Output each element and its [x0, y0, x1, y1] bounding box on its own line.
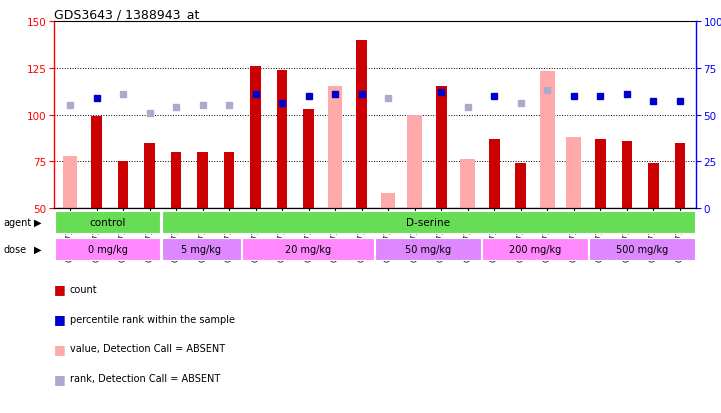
Text: dose: dose [4, 244, 27, 254]
Text: count: count [70, 284, 97, 294]
Bar [675, 143, 685, 209]
Text: ■: ■ [54, 312, 66, 325]
Bar [304, 109, 314, 209]
Bar [376, 238, 482, 260]
Bar [589, 238, 695, 260]
Bar [489, 140, 500, 209]
Text: rank, Detection Call = ABSENT: rank, Detection Call = ABSENT [70, 373, 220, 383]
Bar [482, 238, 588, 260]
Text: ▶: ▶ [34, 218, 41, 228]
Bar [162, 211, 695, 234]
Bar [567, 138, 581, 209]
Bar [622, 141, 632, 209]
Bar [595, 140, 606, 209]
Bar [407, 115, 422, 209]
Bar [242, 238, 374, 260]
Bar [198, 152, 208, 209]
Bar [540, 72, 554, 209]
Bar [224, 152, 234, 209]
Text: 500 mg/kg: 500 mg/kg [616, 244, 668, 254]
Text: ■: ■ [54, 342, 66, 355]
Bar [461, 160, 475, 209]
Text: ▶: ▶ [34, 244, 41, 254]
Bar [144, 143, 155, 209]
Bar [516, 164, 526, 209]
Bar [328, 87, 342, 209]
Bar [436, 87, 446, 209]
Text: ■: ■ [54, 282, 66, 296]
Bar [356, 40, 367, 209]
Text: 0 mg/kg: 0 mg/kg [88, 244, 128, 254]
Bar [381, 194, 396, 209]
Text: GDS3643 / 1388943_at: GDS3643 / 1388943_at [54, 8, 200, 21]
Text: percentile rank within the sample: percentile rank within the sample [70, 314, 235, 324]
Bar [55, 238, 161, 260]
Text: agent: agent [4, 218, 32, 228]
Text: D-serine: D-serine [407, 218, 451, 228]
Bar [277, 71, 288, 209]
Text: control: control [89, 218, 125, 228]
Bar [118, 162, 128, 209]
Bar [91, 117, 102, 209]
Text: value, Detection Call = ABSENT: value, Detection Call = ABSENT [70, 344, 225, 354]
Text: ■: ■ [54, 372, 66, 385]
Text: 200 mg/kg: 200 mg/kg [509, 244, 562, 254]
Text: 5 mg/kg: 5 mg/kg [181, 244, 221, 254]
Bar [162, 238, 241, 260]
Bar [55, 211, 161, 234]
Bar [171, 152, 182, 209]
Bar [648, 164, 659, 209]
Bar [250, 66, 261, 209]
Bar [63, 156, 77, 209]
Text: 20 mg/kg: 20 mg/kg [285, 244, 331, 254]
Text: 50 mg/kg: 50 mg/kg [405, 244, 451, 254]
